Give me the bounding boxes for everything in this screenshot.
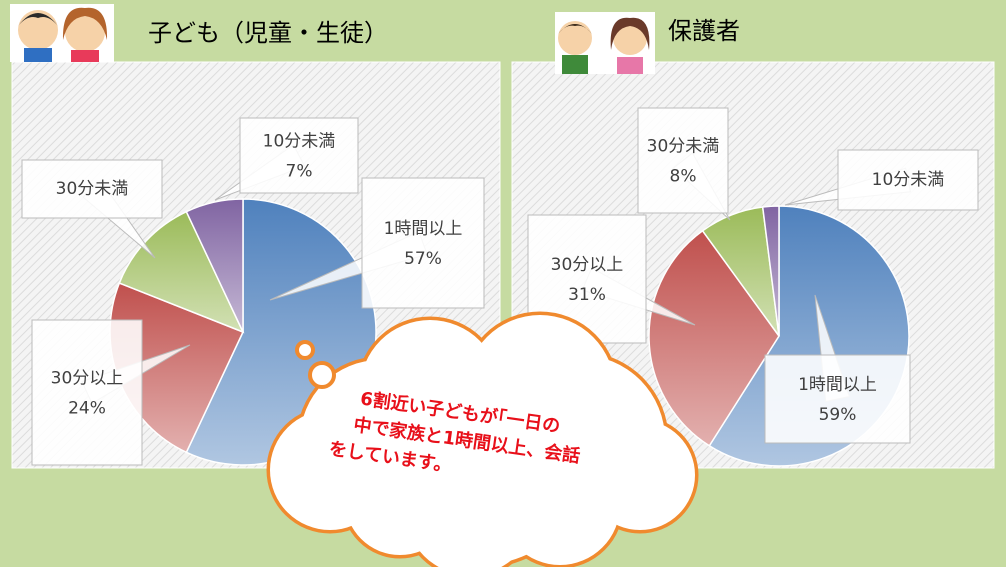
- data-label: 8%: [670, 167, 697, 187]
- pie-slice-shade: [648, 229, 780, 447]
- callout-box: [21, 159, 163, 219]
- data-label-category: 10分未満: [263, 132, 336, 152]
- cloud-fill: [345, 445, 455, 555]
- cloud-fill: [360, 320, 500, 460]
- data-label-category: 30分以上: [551, 255, 624, 275]
- pie-slice-shade: [185, 198, 244, 333]
- pie-slice-shade: [761, 205, 780, 337]
- data-label: 31%: [568, 285, 606, 305]
- data-label: 59%: [819, 405, 857, 425]
- pie-slice-shade: [118, 210, 245, 334]
- data-label: 24%: [68, 399, 106, 419]
- data-label-category: 30分未満: [647, 137, 720, 157]
- data-label-category: 10分未満: [872, 170, 945, 190]
- chart-title: 子ども（児童・生徒）: [148, 19, 388, 47]
- cloud-fill: [500, 445, 620, 565]
- cloud-bubble: [308, 361, 336, 389]
- chart-title: 保護者: [668, 17, 740, 45]
- callout-box: [31, 319, 143, 466]
- cloud-fill: [465, 315, 615, 465]
- callout-box: [239, 117, 359, 194]
- data-label: 57%: [404, 249, 442, 269]
- icons: [10, 4, 655, 74]
- data-label-category: 1時間以上: [798, 375, 877, 395]
- callout-box: [361, 177, 485, 309]
- callout-box: [637, 107, 729, 214]
- data-label: 7%: [286, 162, 313, 182]
- callout-box: [764, 354, 911, 444]
- data-label-category: 30分未満: [56, 179, 129, 199]
- callout-box: [837, 149, 979, 211]
- data-label-category: 1時間以上: [384, 219, 463, 239]
- data-label-category: 30分以上: [51, 369, 124, 389]
- cloud-bubble: [295, 340, 315, 360]
